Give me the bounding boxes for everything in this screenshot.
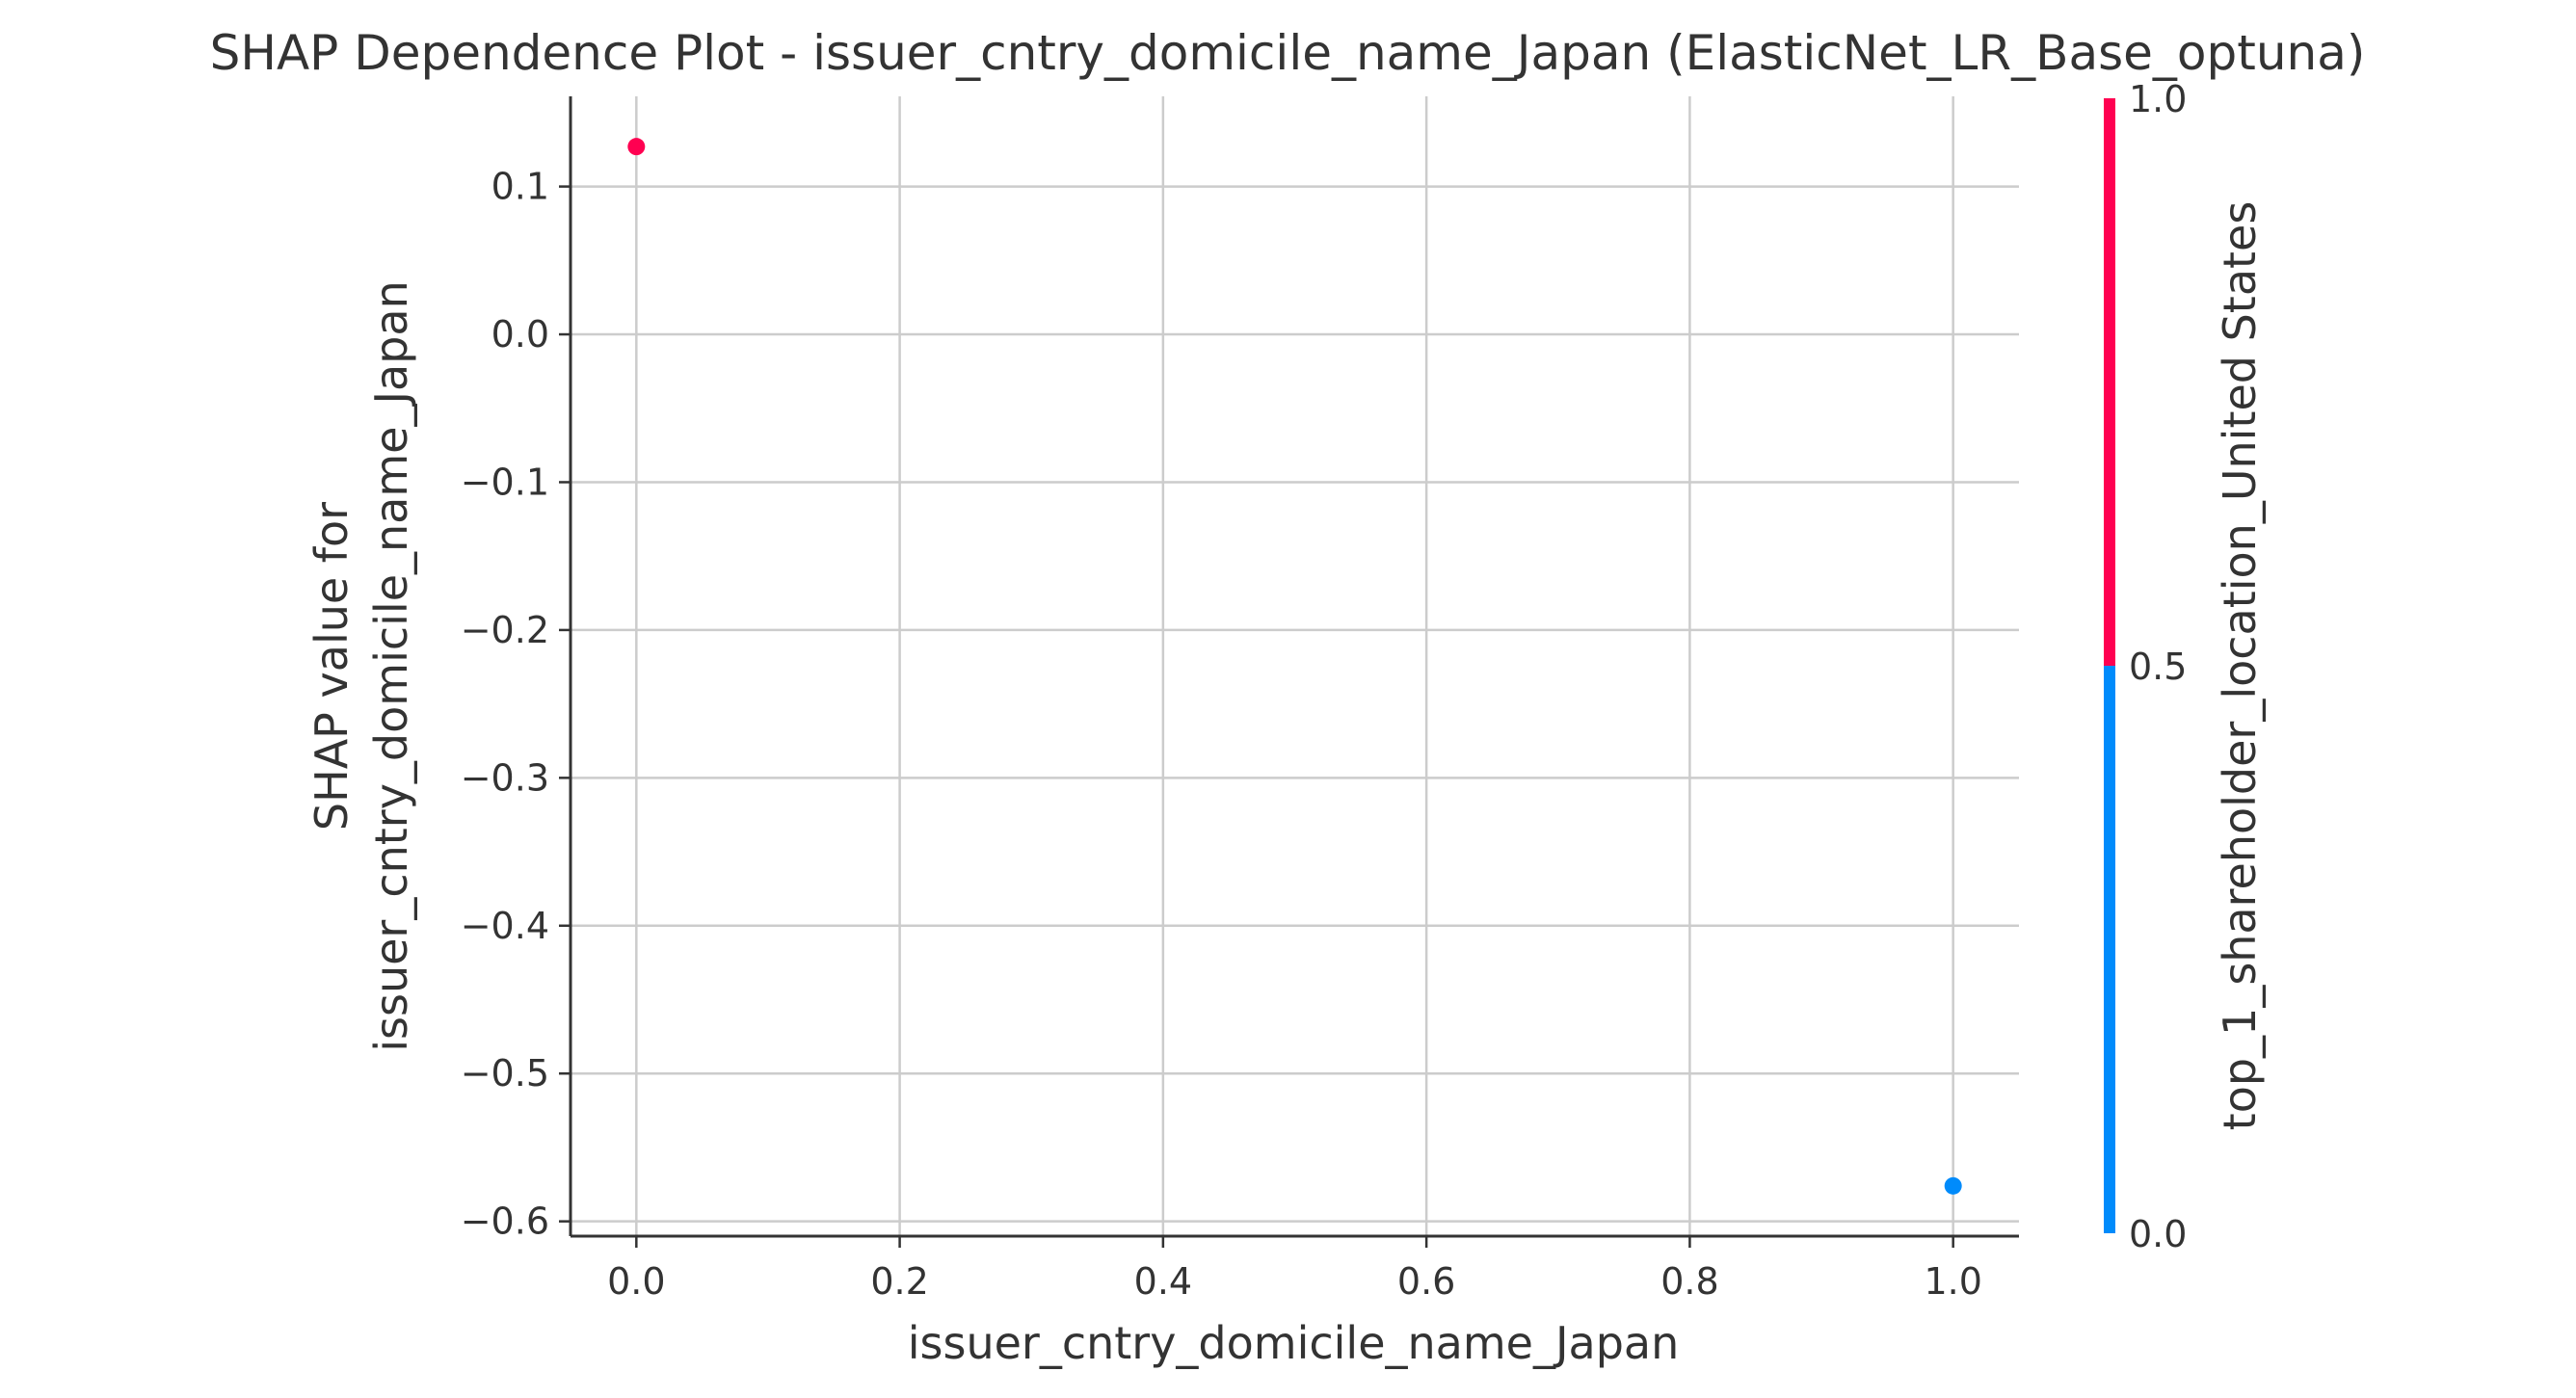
y-axis-label: SHAP value for issuer_cntry_domicile_name… bbox=[305, 280, 417, 1052]
colorbar-tick-label: 0.0 bbox=[2129, 1213, 2187, 1255]
colorbar-tick-label: 0.5 bbox=[2129, 646, 2187, 688]
chart-title: SHAP Dependence Plot - issuer_cntry_domi… bbox=[210, 25, 2366, 81]
scatter-point bbox=[1944, 1176, 1962, 1195]
tick-labels: 0.0 0.2 0.4 0.6 0.8 1.0 0.1 0.0 −0.1 −0.2 −0.3 −0.4… bbox=[461, 166, 1982, 1303]
y-tick-label: −0.2 bbox=[461, 609, 549, 651]
colorbar: 0.0 0.5 1.0 top_1_shareholder_location_Unit… bbox=[2104, 78, 2266, 1255]
y-axis-label-line: SHAP value for bbox=[305, 502, 358, 831]
y-tick-label: −0.3 bbox=[461, 756, 549, 799]
y-tick-label: −0.6 bbox=[461, 1200, 549, 1243]
colorbar-high-segment bbox=[2104, 98, 2115, 666]
y-tick-label: −0.5 bbox=[461, 1052, 549, 1095]
x-tick-label: 0.8 bbox=[1660, 1260, 1718, 1303]
x-axis-label: issuer_cntry_domicile_name_Japan bbox=[908, 1317, 1680, 1369]
axes bbox=[559, 96, 2019, 1248]
grid bbox=[571, 96, 2019, 1236]
x-tick-label: 0.4 bbox=[1134, 1260, 1192, 1303]
x-tick-label: 0.2 bbox=[870, 1260, 928, 1303]
y-tick-label: 0.1 bbox=[491, 166, 549, 208]
scatter-point bbox=[627, 138, 646, 156]
x-tick-label: 0.6 bbox=[1397, 1260, 1455, 1303]
y-tick-label: 0.0 bbox=[491, 313, 549, 356]
y-axis-label-line: issuer_cntry_domicile_name_Japan bbox=[365, 280, 417, 1052]
colorbar-low-segment bbox=[2104, 666, 2115, 1233]
data-points bbox=[627, 138, 1962, 1195]
x-tick-label: 0.0 bbox=[607, 1260, 665, 1303]
y-tick-label: −0.1 bbox=[461, 461, 549, 503]
colorbar-tick-label: 1.0 bbox=[2129, 78, 2187, 120]
x-tick-label: 1.0 bbox=[1924, 1260, 1981, 1303]
colorbar-label: top_1_shareholder_location_United States bbox=[2214, 201, 2266, 1131]
y-tick-label: −0.4 bbox=[461, 905, 549, 947]
